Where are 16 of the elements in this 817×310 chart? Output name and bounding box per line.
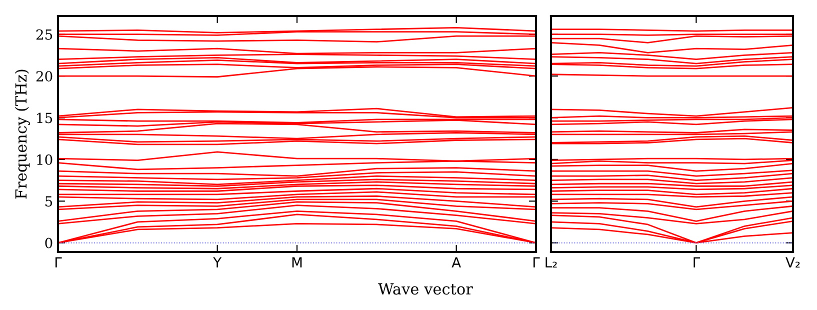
x-axis-title: Wave vector	[378, 283, 473, 295]
y-tick-label: 20	[36, 71, 52, 82]
x-tick-label: V₂	[786, 257, 800, 268]
x-tick-label: Γ	[533, 257, 540, 268]
y-tick-label: 15	[37, 112, 52, 124]
x-tick-label: Γ	[55, 257, 62, 268]
x-tick-label: A	[452, 257, 461, 268]
y-tick-label: 5	[45, 196, 52, 207]
y-tick-label: 25	[36, 29, 52, 40]
x-tick-label: L₂	[546, 257, 557, 268]
x-tick-label: Γ	[694, 257, 700, 268]
y-tick-label: 0	[45, 238, 52, 248]
y-tick-label: 10	[37, 154, 52, 165]
x-tick-label: Y	[213, 257, 222, 268]
y-axis-title: Frequency (THz)	[14, 70, 30, 199]
x-tick-label: M	[292, 257, 302, 268]
